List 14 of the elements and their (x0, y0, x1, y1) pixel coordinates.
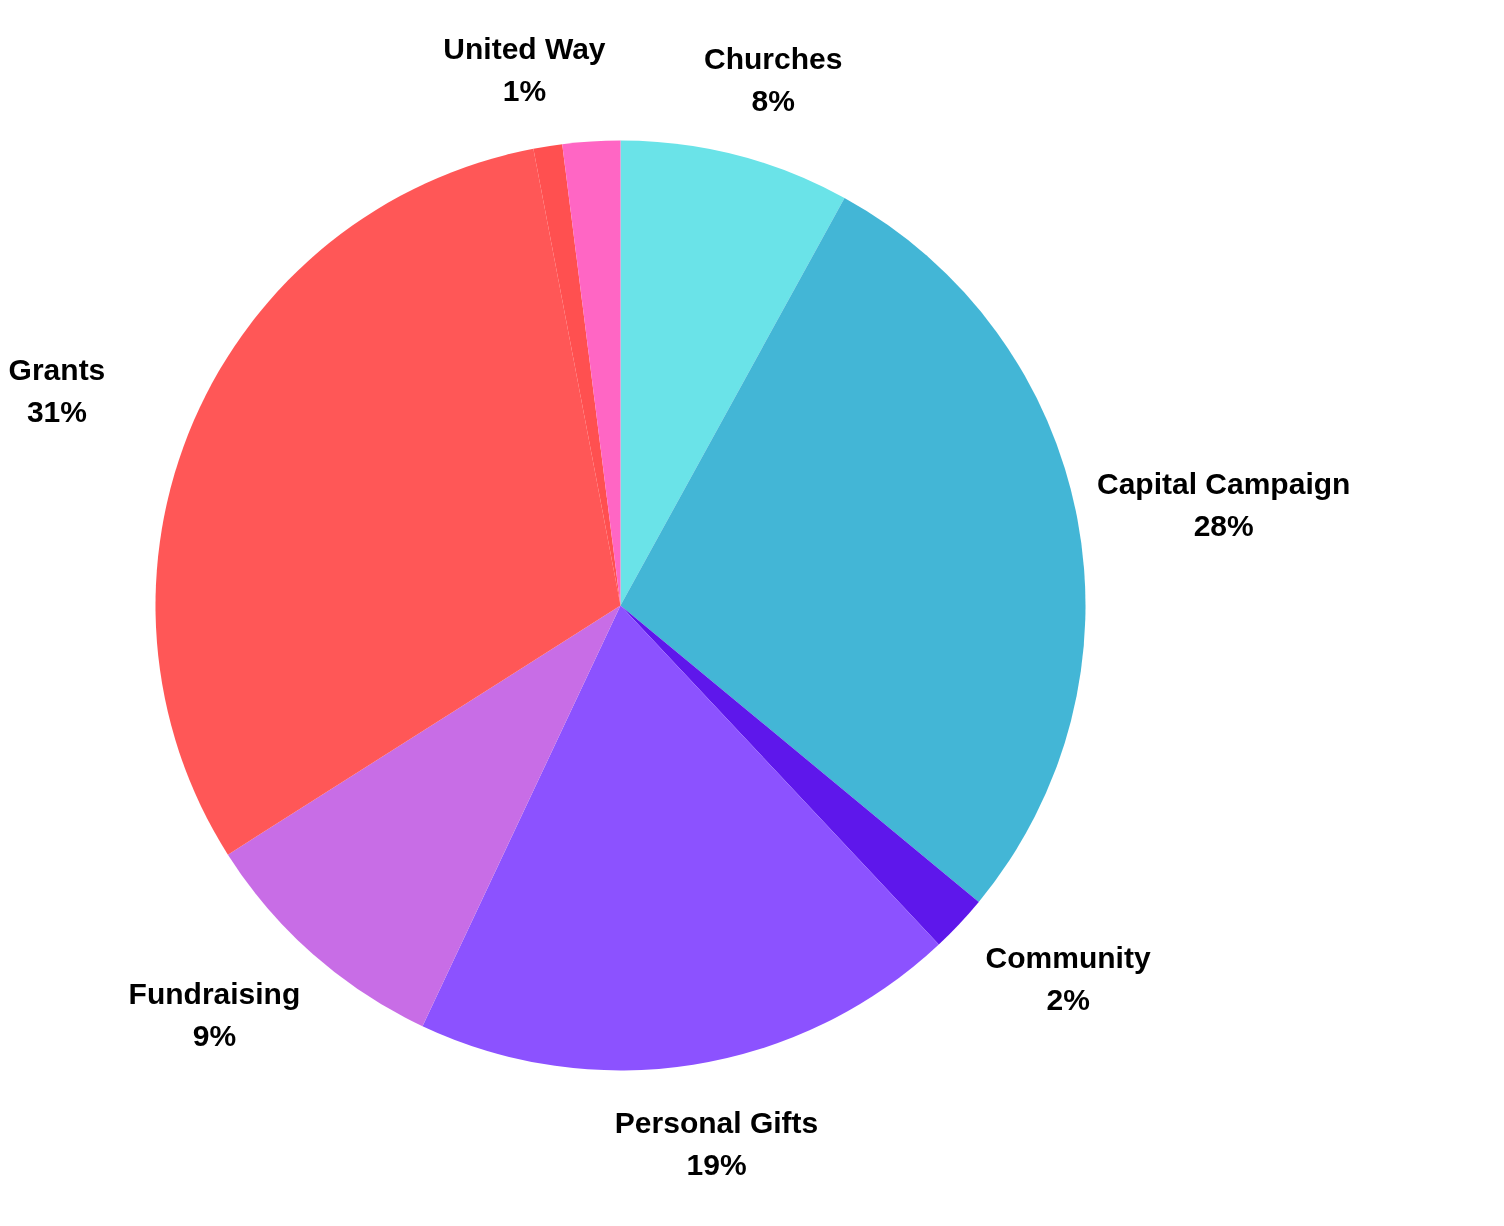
data-label: 31% (26, 394, 87, 428)
data-label: 1% (502, 73, 547, 107)
slice-label: Grants (8, 352, 106, 386)
slice-label: United Way (443, 31, 606, 65)
data-label: 8% (751, 84, 795, 118)
slice-label: Fundraising (128, 977, 301, 1011)
slice-label: Churches (704, 42, 843, 76)
data-label: 28% (1193, 509, 1254, 543)
slice-label: Community (985, 941, 1151, 975)
data-label: 9% (192, 1019, 237, 1053)
data-label: 19% (686, 1148, 747, 1182)
data-label: 2% (1046, 983, 1090, 1017)
slice-label: Personal Gifts (614, 1106, 819, 1140)
slice-label: Capital Campaign (1096, 467, 1351, 501)
